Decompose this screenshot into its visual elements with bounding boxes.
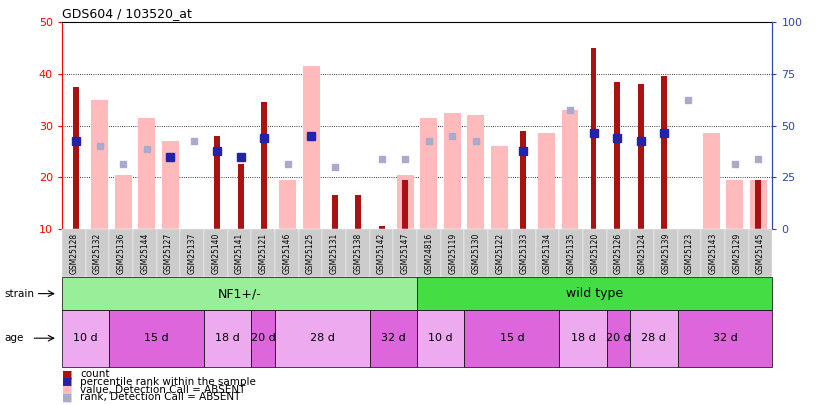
Text: age: age (4, 333, 23, 343)
Text: GSM25119: GSM25119 (449, 232, 457, 274)
Text: GSM25130: GSM25130 (472, 232, 481, 274)
Text: GSM25126: GSM25126 (614, 232, 623, 274)
Bar (638, 84, 643, 229)
Bar (402, 180, 408, 229)
Bar (520, 131, 526, 229)
Bar (614, 82, 620, 229)
Text: GSM25127: GSM25127 (164, 232, 173, 274)
Text: GSM25120: GSM25120 (591, 232, 599, 274)
Bar (491, 146, 508, 229)
Text: GSM25121: GSM25121 (259, 232, 268, 274)
Text: GSM25128: GSM25128 (69, 232, 78, 274)
Text: strain: strain (4, 289, 34, 298)
Text: rank, Detection Call = ABSENT: rank, Detection Call = ABSENT (80, 392, 240, 402)
Bar (397, 175, 414, 229)
Text: 20 d: 20 d (606, 333, 631, 343)
Bar (379, 226, 385, 229)
Text: GSM25147: GSM25147 (401, 232, 410, 274)
Text: 18 d: 18 d (571, 333, 596, 343)
Text: GSM25143: GSM25143 (709, 232, 718, 274)
Text: 10 d: 10 d (429, 333, 453, 343)
Bar (261, 102, 267, 229)
Text: GSM25145: GSM25145 (756, 232, 765, 274)
Bar (332, 195, 338, 229)
Text: GSM25142: GSM25142 (377, 232, 386, 274)
Text: GSM25134: GSM25134 (543, 232, 552, 274)
Text: 32 d: 32 d (713, 333, 738, 343)
Bar (214, 136, 221, 229)
Bar (750, 180, 767, 229)
Text: GSM25132: GSM25132 (93, 232, 102, 274)
Text: GSM25139: GSM25139 (662, 232, 670, 274)
Bar (238, 164, 244, 229)
Text: GSM25140: GSM25140 (211, 232, 221, 274)
Text: value, Detection Call = ABSENT: value, Detection Call = ABSENT (80, 385, 245, 395)
Bar (591, 48, 596, 229)
Text: GSM25137: GSM25137 (188, 232, 197, 274)
Bar (91, 100, 108, 229)
Bar (538, 133, 555, 229)
Text: 32 d: 32 d (381, 333, 406, 343)
Text: NF1+/-: NF1+/- (218, 287, 261, 300)
Text: GDS604 / 103520_at: GDS604 / 103520_at (62, 7, 192, 20)
Text: GSM24816: GSM24816 (425, 232, 434, 274)
Text: GSM25146: GSM25146 (282, 232, 292, 274)
Text: count: count (80, 369, 110, 379)
Text: ■: ■ (62, 377, 73, 387)
Bar (303, 66, 320, 229)
Text: 15 d: 15 d (145, 333, 169, 343)
Text: GSM25136: GSM25136 (116, 232, 126, 274)
Text: GSM25124: GSM25124 (638, 232, 647, 274)
Text: GSM25144: GSM25144 (140, 232, 150, 274)
Text: 28 d: 28 d (310, 333, 335, 343)
Text: GSM25122: GSM25122 (496, 232, 505, 274)
Text: GSM25131: GSM25131 (330, 232, 339, 274)
Bar (562, 110, 578, 229)
Text: GSM25123: GSM25123 (685, 232, 694, 274)
Text: GSM25129: GSM25129 (733, 232, 741, 274)
Text: GSM25135: GSM25135 (567, 232, 576, 274)
Bar (138, 118, 155, 229)
Bar (444, 113, 461, 229)
Bar (726, 180, 743, 229)
Text: GSM25133: GSM25133 (520, 232, 528, 274)
Text: 20 d: 20 d (251, 333, 276, 343)
Bar (279, 180, 297, 229)
Text: wild type: wild type (566, 287, 624, 300)
Bar (355, 195, 361, 229)
Text: ■: ■ (62, 392, 73, 402)
Text: percentile rank within the sample: percentile rank within the sample (80, 377, 256, 387)
Text: GSM25125: GSM25125 (306, 232, 315, 274)
Bar (755, 180, 761, 229)
Bar (74, 87, 79, 229)
Bar (661, 77, 667, 229)
Text: 10 d: 10 d (74, 333, 98, 343)
Bar (468, 115, 484, 229)
Text: GSM25141: GSM25141 (235, 232, 244, 274)
Text: ■: ■ (62, 385, 73, 395)
Text: ■: ■ (62, 369, 73, 379)
Bar (420, 118, 437, 229)
Text: 18 d: 18 d (216, 333, 240, 343)
Text: 28 d: 28 d (642, 333, 667, 343)
Bar (115, 175, 131, 229)
Text: GSM25138: GSM25138 (354, 232, 363, 274)
Bar (703, 133, 719, 229)
Bar (162, 141, 178, 229)
Text: 15 d: 15 d (500, 333, 525, 343)
